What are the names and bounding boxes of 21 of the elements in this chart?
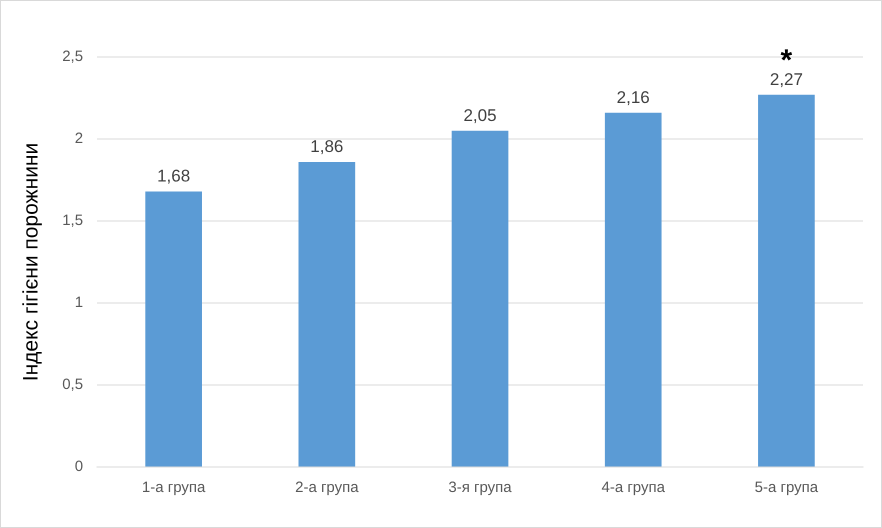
data-label: 2,16 xyxy=(616,88,650,107)
x-tick-label: 3-я група xyxy=(448,479,512,496)
y-tick-label: 1,5 xyxy=(62,212,84,230)
y-tick-label: 2,5 xyxy=(62,48,84,66)
data-label: 1,86 xyxy=(310,137,344,156)
bar xyxy=(758,94,815,466)
y-tick-label: 2 xyxy=(74,130,84,148)
y-tick-label: 1 xyxy=(74,294,84,312)
bar xyxy=(452,130,508,466)
bar xyxy=(604,112,662,466)
y-tick-label: 0,5 xyxy=(62,376,84,394)
bar xyxy=(298,162,356,466)
y-tick-label: 0 xyxy=(74,458,84,476)
bar xyxy=(145,191,202,466)
x-tick-label: 2-а група xyxy=(295,479,360,496)
data-label: 2,05 xyxy=(463,106,497,125)
x-tick-label: 1-а група xyxy=(142,479,206,496)
x-tick-label: 4-а група xyxy=(601,479,666,496)
data-label: 1,68 xyxy=(157,166,190,186)
x-tick-label: 5-а група xyxy=(754,479,819,496)
y-axis-title: Індекс гігієни порожнини xyxy=(19,142,42,382)
